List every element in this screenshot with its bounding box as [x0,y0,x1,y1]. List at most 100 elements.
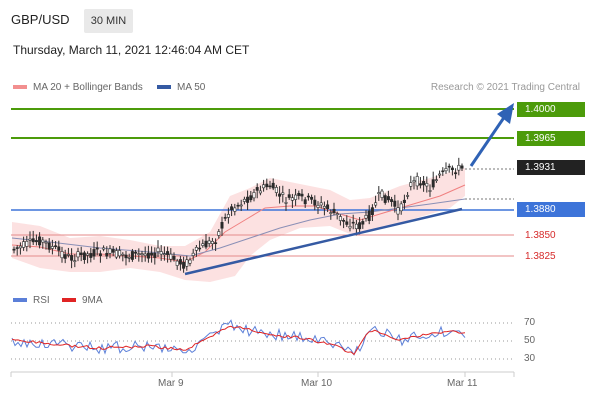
candle-body [367,210,371,221]
candle-body [262,184,266,189]
candle-body [306,195,310,198]
candle-body [351,221,355,224]
candle-body [226,214,230,218]
candle-body [118,250,122,257]
candle-body [454,172,458,175]
candle-body [441,170,445,173]
candle-body [438,173,442,176]
candle-body [22,241,26,248]
legend-ma20: MA 20 + Bollinger Bands [13,82,143,93]
candle-body [185,259,189,267]
candle-body [300,193,304,197]
candle-body [150,252,154,256]
candle-body [239,204,243,207]
candle-body [297,192,301,196]
candle-body [354,223,358,230]
ma20-swatch [13,85,27,90]
candle-body [146,252,150,259]
candle-body [386,196,390,201]
legend-ma50: MA 50 [157,82,205,93]
candle-body [18,245,22,249]
candle-body [198,247,202,250]
candle-body [44,241,48,244]
candle-body [89,253,93,258]
candle-body [143,253,147,256]
candle-body [15,247,19,249]
candle-body [290,197,294,201]
ma50-swatch [157,85,171,90]
candle-body [287,194,291,198]
candle-body [246,196,250,203]
rsi-ma-swatch [62,298,76,303]
candle-body [310,196,314,200]
candle-body [345,221,349,225]
candle-body [140,253,144,255]
candle-body [41,239,45,243]
candle-body [86,253,90,256]
candle-body [217,231,221,236]
candle-body [66,254,70,256]
candle-body [98,253,102,257]
candle-body [281,192,285,195]
candle-body [188,259,192,264]
rsi-ma-line [11,325,466,356]
candle-body [415,176,419,187]
candle-body [425,183,429,187]
candle-body [236,204,240,207]
candle-body [34,240,38,243]
candle-body [50,246,54,249]
candle-body [169,253,173,260]
support2-label: 1.3825 [525,251,556,262]
candle-body [156,247,160,252]
candle-body [274,187,278,193]
candle-body [358,222,362,230]
candle-body [252,192,256,199]
legend-rsi-ma: 9MA [62,295,103,306]
target1-label: 1.3965 [517,131,585,146]
candle-body [278,193,282,197]
candle-body [361,221,365,225]
candle-body [28,238,32,241]
rsi-tick-50: 50 [524,335,536,346]
pivot-label: 1.3880 [517,202,585,217]
trend-line [184,207,463,276]
candle-body [233,207,237,212]
candle-body [377,192,381,195]
candle-body [332,208,336,214]
candle-body [201,243,205,246]
candle-body [207,240,211,244]
candle-body [319,202,323,206]
candle-body [220,222,224,229]
candle-body [162,253,166,256]
current-price-label: 1.3931 [517,160,585,175]
candle-body [223,217,227,219]
candle-body [31,238,35,243]
candle-body [73,260,77,262]
ma50-label: MA 50 [177,82,206,93]
chart-datetime: Thursday, March 11, 2021 12:46:04 AM CET [13,43,250,57]
candle-body [322,206,326,209]
candle-body [370,207,374,215]
candle-body [396,207,400,215]
rsi-line [11,319,466,356]
candle-body [428,190,432,192]
candle-body [258,190,262,194]
candle-body [194,247,198,251]
candle-body [159,251,163,255]
candle-body [418,183,422,186]
candle-body [108,248,112,254]
candle-body [182,262,186,269]
candle-body [57,246,61,251]
candle-body [121,253,125,256]
candle-body [383,195,387,203]
symbol-title: GBP/USD [11,12,70,27]
candle-body [399,203,403,212]
candle-body [82,252,86,260]
bollinger-band [12,168,465,282]
rsi-ma-label: 9MA [82,295,103,306]
candle-body [137,253,141,255]
x-label-mar9: Mar 9 [158,378,184,389]
timeframe-button[interactable]: 30 MIN [84,9,133,33]
candle-body [242,198,246,202]
